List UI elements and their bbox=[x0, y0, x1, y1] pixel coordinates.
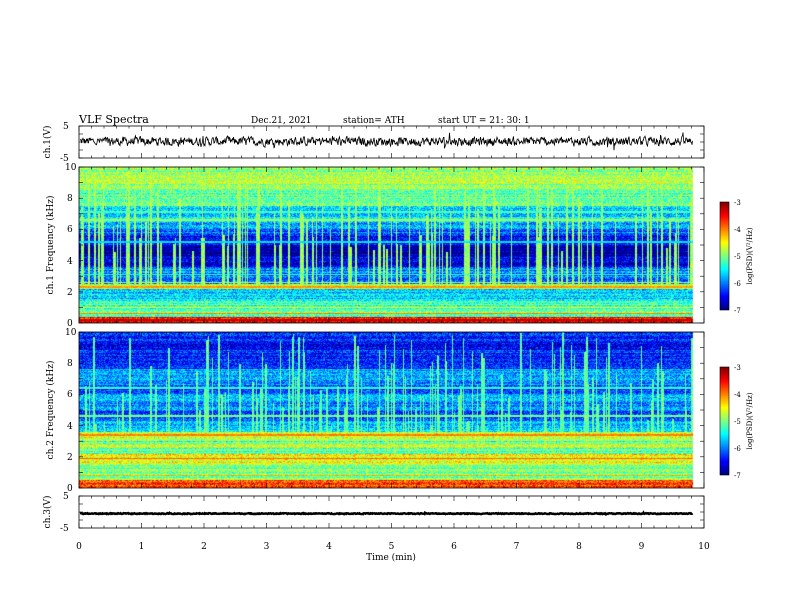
time-axis: 0 1 2 3 4 5 6 7 8 9 10 Time (min) bbox=[76, 542, 710, 563]
ch1-cbar-tick-m5: -5 bbox=[734, 253, 741, 261]
xtick-9: 9 bbox=[639, 542, 645, 552]
xtick-1: 1 bbox=[139, 542, 145, 552]
ch1-ytick-6: 6 bbox=[67, 225, 73, 235]
ch1-ytick-8: 8 bbox=[67, 194, 73, 204]
ch2-cbar-tick-m5: -5 bbox=[734, 418, 741, 426]
ch1-waveform-panel: 5 -5 ch.1(V) bbox=[42, 122, 705, 164]
ch1-spectrogram-image bbox=[79, 167, 704, 323]
ch2-ytick-0: 0 bbox=[67, 484, 73, 494]
ch1-ytick-4: 4 bbox=[67, 257, 73, 267]
ch2-spectrogram-image bbox=[79, 332, 704, 488]
ch3-waveform-trace bbox=[79, 510, 694, 516]
ch2-ytick-2: 2 bbox=[67, 453, 73, 463]
ch1-waveform-ytick-bottom: -5 bbox=[60, 154, 69, 164]
ch2-cbar-tick-m6: -6 bbox=[734, 445, 741, 453]
ch1-waveform-ytick-top: 5 bbox=[63, 122, 69, 132]
ch1-spectrogram-ticks bbox=[78, 166, 705, 324]
xtick-10: 10 bbox=[698, 542, 710, 552]
xtick-4: 4 bbox=[326, 542, 332, 552]
ch1-waveform-ylabel: ch.1(V) bbox=[42, 126, 53, 159]
ch1-ytick-10: 10 bbox=[65, 163, 77, 173]
header-start-time: start UT = 21: 30: 1 bbox=[438, 116, 530, 126]
ch2-ytick-8: 8 bbox=[67, 359, 73, 369]
ch1-ytick-2: 2 bbox=[67, 288, 73, 298]
ch3-waveform-ylabel: ch.3(V) bbox=[42, 496, 53, 529]
header-date: Dec.21, 2021 bbox=[251, 116, 312, 126]
header-station: station= ATH bbox=[343, 116, 405, 126]
xtick-6: 6 bbox=[451, 542, 457, 552]
ch2-colorbar-frame bbox=[719, 366, 730, 476]
xtick-3: 3 bbox=[264, 542, 270, 552]
ch2-colorbar-label: log(PSD)(V²/Hz) bbox=[746, 392, 754, 449]
ch1-waveform-ticks bbox=[78, 125, 705, 159]
ch2-cbar-tick-m7: -7 bbox=[734, 472, 741, 480]
ch1-spectrogram-ylabel: ch.1 Frequency (kHz) bbox=[45, 196, 56, 295]
ch1-cbar-tick-m7: -7 bbox=[734, 307, 741, 315]
xtick-0: 0 bbox=[76, 542, 82, 552]
ch1-cbar-tick-m4: -4 bbox=[734, 226, 741, 234]
ch1-colorbar-label: log(PSD)(V²/Hz) bbox=[746, 227, 754, 284]
xtick-7: 7 bbox=[514, 542, 520, 552]
ch1-cbar-tick-m6: -6 bbox=[734, 280, 741, 288]
ch1-ytick-0: 0 bbox=[67, 319, 73, 329]
ch1-colorbar bbox=[720, 202, 729, 310]
ch3-waveform-panel: 5 -5 ch.3(V) bbox=[42, 492, 705, 534]
ch2-colorbar bbox=[720, 367, 729, 475]
ch3-waveform-ytick-top: 5 bbox=[63, 492, 69, 502]
x-axis-label: Time (min) bbox=[366, 552, 416, 563]
xtick-2: 2 bbox=[201, 542, 207, 552]
ch1-cbar-tick-m3: -3 bbox=[734, 199, 741, 207]
ch2-cbar-tick-m3: -3 bbox=[734, 364, 741, 372]
ch1-colorbar-frame bbox=[719, 201, 730, 311]
xtick-5: 5 bbox=[389, 542, 395, 552]
ch2-spectrogram-ticks bbox=[78, 331, 705, 489]
ch2-cbar-tick-m4: -4 bbox=[734, 391, 741, 399]
ch3-waveform-ytick-bottom: -5 bbox=[60, 524, 69, 534]
ch2-ytick-4: 4 bbox=[67, 422, 73, 432]
ch1-spectrogram-panel: 10 8 6 4 2 0 ch.1 Frequency (kHz) -3 -4 … bbox=[45, 163, 754, 329]
figure-title: VLF Spectra bbox=[78, 113, 149, 126]
ch2-ytick-10: 10 bbox=[65, 328, 77, 338]
ch2-ytick-6: 6 bbox=[67, 390, 73, 400]
ch2-spectrogram-panel: 10 8 6 4 2 0 ch.2 Frequency (kHz) -3 -4 … bbox=[45, 328, 754, 494]
xtick-8: 8 bbox=[576, 542, 582, 552]
ch1-waveform-trace bbox=[79, 132, 693, 151]
ch3-waveform-ticks bbox=[78, 495, 705, 529]
ch2-spectrogram-ylabel: ch.2 Frequency (kHz) bbox=[45, 361, 56, 460]
